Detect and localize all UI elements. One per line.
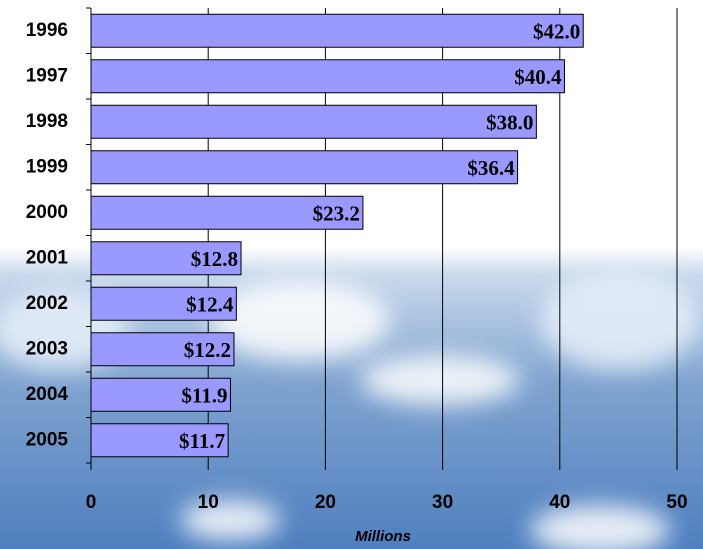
bar bbox=[90, 241, 242, 276]
bar bbox=[90, 104, 537, 139]
y-tick-label: 2003 bbox=[26, 338, 68, 359]
value-label: $23.2 bbox=[313, 202, 360, 226]
x-tick-label: 10 bbox=[198, 492, 219, 513]
y-tick-label: 2005 bbox=[26, 429, 69, 450]
y-tick-label: 1999 bbox=[26, 156, 68, 177]
y-tick-label: 2000 bbox=[26, 202, 68, 223]
value-label: $42.0 bbox=[533, 20, 580, 44]
bar bbox=[90, 13, 584, 48]
x-tick-label: 50 bbox=[666, 492, 687, 513]
value-label: $12.4 bbox=[186, 293, 234, 317]
bar bbox=[90, 150, 519, 185]
y-tick-label: 1997 bbox=[26, 65, 68, 86]
y-tick-label: 2001 bbox=[26, 247, 69, 268]
bar bbox=[90, 286, 237, 321]
value-label: $11.7 bbox=[179, 429, 225, 453]
value-label: $11.9 bbox=[181, 384, 227, 408]
x-tick-label: 40 bbox=[549, 492, 570, 513]
value-label: $38.0 bbox=[486, 111, 533, 135]
clouds bbox=[0, 270, 700, 549]
y-tick-label: 2004 bbox=[26, 384, 69, 405]
bar bbox=[90, 377, 231, 412]
bar bbox=[90, 332, 235, 367]
x-axis-label: Millions bbox=[355, 528, 411, 545]
value-label: $40.4 bbox=[514, 65, 562, 89]
bar bbox=[90, 423, 229, 458]
x-tick-label: 20 bbox=[315, 492, 336, 513]
value-label: $36.4 bbox=[467, 156, 515, 180]
bar bbox=[90, 59, 565, 94]
y-tick-label: 1998 bbox=[26, 111, 68, 132]
x-tick-label: 0 bbox=[86, 492, 97, 513]
x-tick-label: 30 bbox=[432, 492, 453, 513]
value-label: $12.8 bbox=[191, 247, 238, 271]
bar bbox=[90, 195, 364, 230]
y-tick-label: 1996 bbox=[26, 20, 68, 41]
value-label: $12.2 bbox=[184, 338, 231, 362]
y-tick-label: 2002 bbox=[26, 293, 68, 314]
